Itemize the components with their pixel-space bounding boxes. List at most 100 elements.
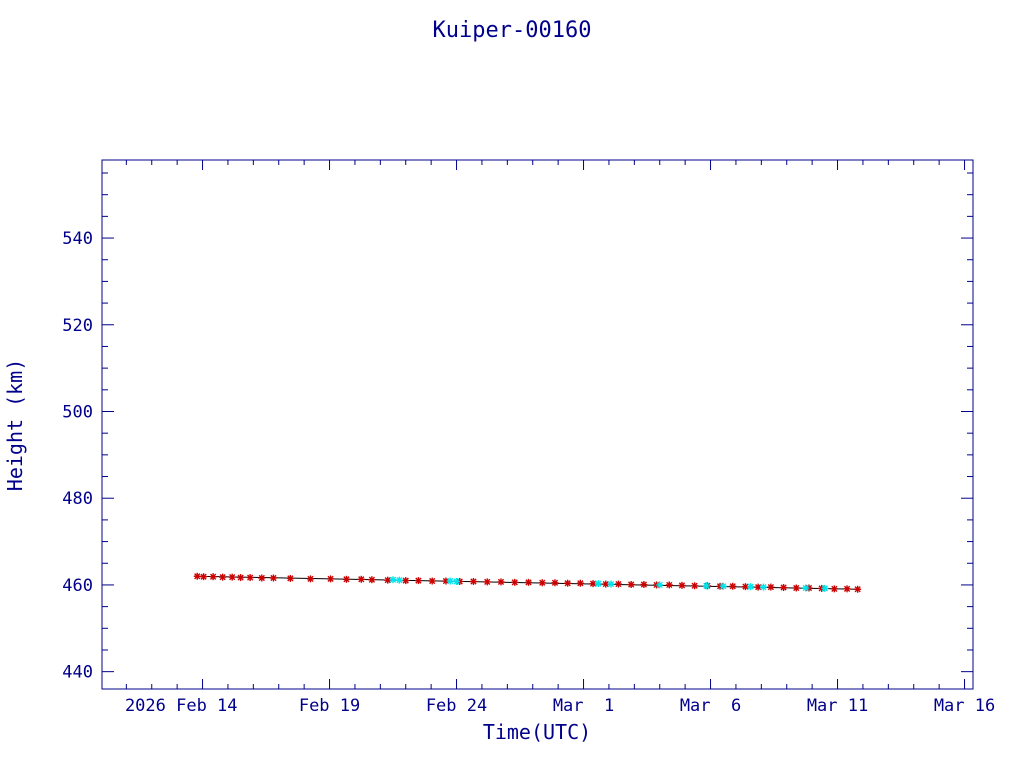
- star-stroke: [615, 580, 622, 588]
- data-point-red: [428, 577, 436, 585]
- x-tick-label: 2026 Feb 14: [125, 696, 238, 716]
- data-point-cyan: [702, 582, 710, 590]
- x-tick-label: Mar 11: [807, 696, 868, 716]
- star-stroke: [755, 583, 762, 591]
- star-stroke: [720, 583, 727, 590]
- data-point-cyan: [594, 580, 602, 588]
- star-stroke: [396, 577, 403, 584]
- data-point-cyan: [719, 582, 727, 590]
- data-point-cyan: [747, 583, 755, 591]
- star-stroke: [678, 582, 686, 589]
- star-stroke: [780, 584, 787, 591]
- data-point-cyan: [395, 576, 403, 584]
- data-point-red: [678, 581, 686, 589]
- star-stroke: [539, 579, 546, 586]
- data-point-red: [286, 574, 294, 582]
- data-point-red: [665, 581, 673, 589]
- star-stroke: [200, 573, 207, 580]
- data-point-red: [511, 578, 519, 586]
- data-point-red: [854, 585, 862, 593]
- star-stroke: [747, 583, 754, 590]
- data-point-red: [691, 582, 699, 590]
- star-stroke: [453, 578, 460, 585]
- data-point-red: [269, 574, 277, 582]
- plot-frame: [101, 159, 974, 690]
- data-point-cyan: [607, 580, 615, 588]
- star-stroke: [368, 576, 375, 583]
- star-stroke: [793, 584, 800, 592]
- star-stroke: [640, 581, 647, 588]
- data-point-red: [576, 579, 584, 587]
- star-stroke: [577, 580, 584, 587]
- star-stroke: [691, 582, 698, 589]
- data-point-red: [306, 575, 314, 583]
- data-point-red: [564, 579, 572, 587]
- data-point-cyan: [656, 581, 664, 589]
- star-stroke: [384, 577, 391, 584]
- y-axis-label: Height (km): [3, 359, 27, 491]
- star-stroke: [229, 574, 236, 581]
- data-point-red: [246, 574, 254, 582]
- star-stroke: [589, 580, 597, 587]
- data-point-red: [741, 583, 749, 591]
- star-stroke: [327, 575, 334, 582]
- data-point-cyan: [389, 576, 397, 584]
- data-point-red: [258, 574, 266, 582]
- data-points: [193, 572, 862, 593]
- data-point-red: [327, 575, 335, 583]
- chart-title: Kuiper-00160: [433, 18, 592, 43]
- x-tick-label: Mar 1: [553, 696, 614, 716]
- data-point-red: [551, 579, 559, 587]
- star-stroke: [802, 584, 809, 592]
- y-tick-label: 500: [62, 402, 93, 422]
- star-stroke: [389, 576, 397, 583]
- data-point-red: [209, 573, 217, 581]
- star-stroke: [703, 582, 710, 589]
- star-stroke: [210, 573, 217, 580]
- data-point-cyan: [802, 584, 810, 592]
- star-stroke: [247, 574, 254, 581]
- star-stroke: [258, 574, 265, 582]
- y-tick-label: 540: [62, 229, 93, 249]
- data-point-cyan: [453, 577, 461, 585]
- data-point-red: [469, 577, 477, 585]
- star-stroke: [602, 580, 609, 588]
- star-stroke: [767, 583, 774, 591]
- x-axis-label: Time(UTC): [483, 720, 591, 744]
- x-tick-label: Feb 19: [299, 696, 360, 716]
- star-stroke: [497, 578, 505, 586]
- star-stroke: [821, 585, 828, 592]
- axis-ticks: [102, 160, 973, 689]
- data-point-red: [402, 577, 410, 585]
- star-stroke: [551, 579, 559, 586]
- x-tick-labels: 2026 Feb 14 Feb 19 Feb 24 Mar 1 Mar 6 Mar 11 M…: [125, 696, 995, 716]
- x-tick-label: Feb 24: [426, 696, 487, 716]
- data-point-red: [792, 584, 800, 592]
- data-point-red: [228, 573, 236, 581]
- star-stroke: [307, 575, 314, 582]
- data-point-red: [640, 581, 648, 589]
- data-point-red: [627, 581, 635, 589]
- star-stroke: [843, 585, 851, 592]
- data-point-red: [342, 575, 350, 583]
- star-stroke: [656, 581, 663, 589]
- star-stroke: [287, 575, 294, 582]
- y-tick-label: 460: [62, 576, 93, 596]
- star-stroke: [219, 574, 226, 581]
- star-stroke: [525, 579, 532, 586]
- data-point-red: [614, 580, 622, 588]
- star-stroke: [237, 574, 244, 581]
- star-stroke: [564, 580, 571, 587]
- data-point-red: [830, 585, 838, 593]
- star-stroke: [831, 585, 838, 592]
- y-tick-label: 480: [62, 489, 93, 509]
- data-point-red: [729, 582, 737, 590]
- data-point-red: [200, 573, 208, 581]
- data-point-red: [357, 575, 365, 583]
- star-stroke: [595, 580, 602, 587]
- data-point-red: [843, 585, 851, 593]
- data-point-red: [767, 583, 775, 591]
- y-tick-labels: 440 460 480 500 520 540: [62, 229, 93, 683]
- y-tick-label: 440: [62, 663, 93, 683]
- star-stroke: [470, 578, 477, 585]
